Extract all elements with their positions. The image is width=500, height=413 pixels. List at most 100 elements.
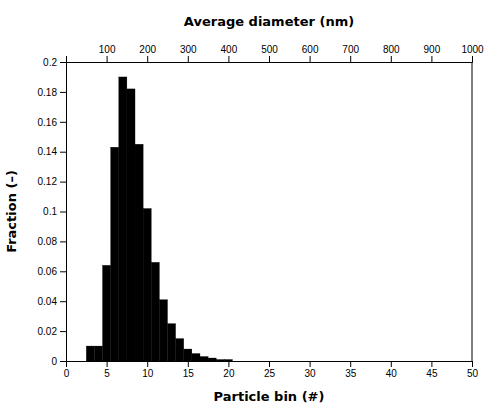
bar [208,358,216,361]
y-axis: 0 0.02 0.04 0.06 0.08 0.1 0.12 0.14 0.16 0.18 0.2 [38,57,67,367]
tick-mark [472,361,473,367]
tick-label: 20 [223,368,235,379]
tick-mark [107,56,108,62]
bar [119,77,127,361]
tick: 0.14 [38,146,66,157]
tick-label: 0.18 [38,87,58,98]
tick: 300 [180,44,197,62]
tick-mark [350,361,351,367]
tick-label: 900 [424,44,441,55]
tick-label: 1000 [461,44,484,55]
bar [86,346,94,361]
tick: 0.08 [38,236,66,247]
tick-label: 50 [467,368,479,379]
x-axis: 05101520253035404550 [64,361,479,379]
tick-label: 0 [51,356,57,367]
tick-label: 15 [183,368,195,379]
tick-label: 500 [261,44,278,55]
bar [249,361,257,362]
tick: 20 [223,361,235,379]
tick-mark [431,361,432,367]
bar [135,144,143,361]
axis-line [60,63,67,362]
tick-label: 100 [99,44,116,55]
tick-mark [228,361,229,367]
tick-mark [431,56,432,62]
tick: 5 [104,361,110,379]
tick: 0.16 [38,117,66,128]
frame-line [472,62,473,361]
tick-label: 800 [383,44,400,55]
tick-label: 10 [142,368,154,379]
tick-mark [60,92,66,93]
bar [216,360,224,361]
tick-label: 0.1 [43,206,57,217]
tick: 35 [345,361,357,379]
bar [257,361,265,362]
y-axis-title: Fraction (–) [4,170,19,253]
tick: 800 [383,44,400,62]
tick-label: 0.04 [38,296,58,307]
tick-mark [60,152,66,153]
tick-label: 0 [64,368,70,379]
tick-mark [60,122,66,123]
tick: 200 [139,44,156,62]
bar [94,346,102,361]
tick: 700 [342,44,359,62]
bar [184,349,192,361]
tick: 40 [386,361,398,379]
tick: 600 [302,44,319,62]
tick-mark [310,361,311,367]
tick-mark [107,361,108,367]
tick-label: 400 [221,44,238,55]
tick-label: 0.16 [38,117,58,128]
tick-label: 35 [345,368,357,379]
x2-axis-title: Average diameter (nm) [184,14,354,29]
tick: 0.04 [38,296,66,307]
bar [103,265,111,361]
tick: 50 [467,361,479,379]
bar [111,147,119,361]
bar [265,361,273,362]
tick: 900 [424,44,441,62]
tick: 100 [99,44,116,62]
tick: 0.02 [38,326,66,337]
tick-mark [391,361,392,367]
bar [241,361,249,362]
tick-label: 0.14 [38,146,58,157]
bar [78,361,86,362]
tick: 1000 [461,44,484,62]
chart: 0510152025303540455000.020.040.060.080.1… [0,0,500,413]
bars [86,77,232,361]
tick-label: 30 [305,368,317,379]
x-axis-title: Particle bin (#) [214,389,325,404]
tick-mark [147,361,148,367]
tick-mark [350,56,351,62]
tick-mark [147,56,148,62]
tick: 30 [305,361,317,379]
tick: 25 [264,361,276,379]
tick-label: 0.2 [43,57,57,68]
tick: 0 [51,356,66,367]
tick-label: 600 [302,44,319,55]
tick-mark [60,182,66,183]
tick-label: 40 [386,368,398,379]
tick: 0.06 [38,266,66,277]
tick-mark [188,56,189,62]
tick-mark [60,241,66,242]
plot: 0510152025303540455000.020.040.060.080.1… [4,14,484,404]
tick-mark [60,331,66,332]
tick: 0.1 [43,206,66,217]
axis-line [67,362,473,368]
tick-label: 5 [104,368,110,379]
bar [159,300,167,361]
tick-mark [391,56,392,62]
tick-mark [310,56,311,62]
x2-axis: 100 200 300 400 500 600 700 800 900 1000 [67,44,485,63]
tick-label: 0.06 [38,266,58,277]
bar [151,262,159,361]
bar [168,324,176,361]
tick-label: 0.12 [38,176,58,187]
tick-label: 0.02 [38,326,58,337]
bar [224,360,232,361]
